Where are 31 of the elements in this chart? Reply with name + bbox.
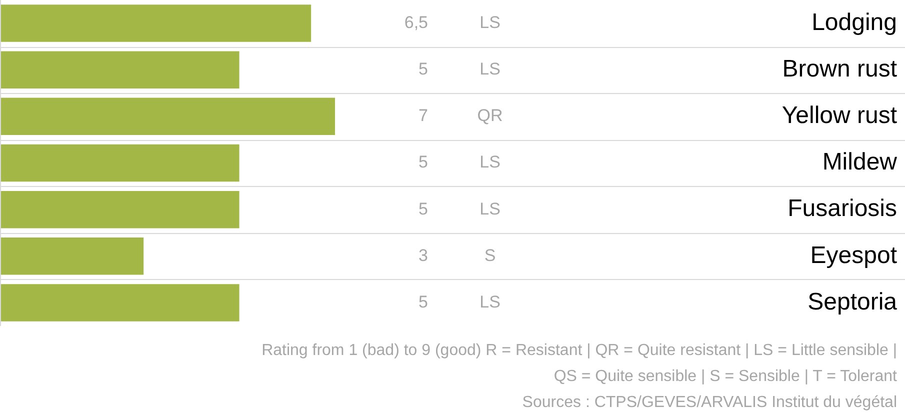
y-tick-label: Mildew — [822, 148, 898, 176]
bar — [0, 190, 240, 228]
bar — [0, 4, 312, 42]
y-tick-label: Eyespot — [810, 242, 898, 269]
y-tick-label: Brown rust — [782, 55, 898, 82]
bar — [0, 144, 240, 182]
text: QR — [477, 106, 503, 126]
text: Rating from 1 (bad) to 9 (good) R = Resistant | QR = Quite resistant | LS = Little sensible | — [260, 341, 897, 361]
text: S — [484, 246, 496, 265]
text: LS — [480, 12, 500, 32]
y-tick-label: Fusariosis — [788, 195, 897, 222]
y-tick-label: Lodging — [812, 8, 897, 36]
data-label: 6,5 — [404, 12, 428, 32]
text: QS = Quite sensible | S = Sensible | T = Tolerant — [552, 367, 897, 387]
data-label: 5 — [418, 152, 428, 172]
y-tick-label: Septoria — [808, 288, 898, 316]
text: LS — [480, 60, 500, 79]
y-tick-label: Yellow rust — [782, 102, 898, 130]
bar — [0, 238, 144, 275]
bar — [0, 98, 335, 136]
text: LS — [480, 292, 500, 312]
data-label: 7 — [418, 106, 428, 126]
data-label: 5 — [418, 60, 428, 79]
source-note: Sources : CTPS/GEVES/ARVALIS Institut du végétal — [521, 393, 897, 413]
text: LS — [480, 199, 500, 218]
bar — [0, 51, 240, 88]
data-label: 5 — [418, 199, 428, 218]
bar — [0, 284, 240, 322]
data-label: 3 — [418, 246, 428, 265]
text: LS — [480, 152, 500, 172]
data-label: 5 — [418, 292, 428, 312]
